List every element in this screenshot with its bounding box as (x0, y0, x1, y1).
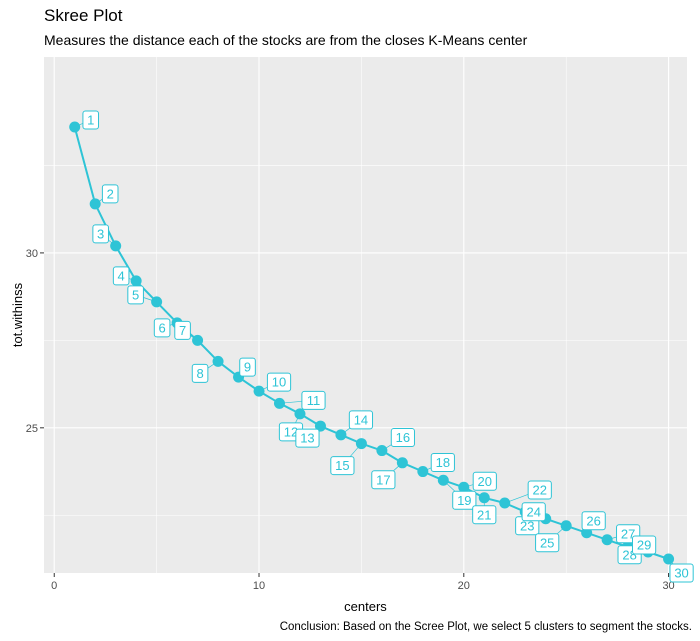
point-label-box (92, 224, 109, 244)
point-label-box (174, 320, 191, 340)
point-label-text: 14 (354, 412, 368, 427)
point-label-text: 25 (540, 535, 554, 550)
point-label-box (330, 456, 355, 476)
point-label-text: 13 (300, 431, 314, 446)
point-label: 25 (535, 533, 560, 553)
point-label: 11 (301, 390, 326, 410)
point-label-text: 5 (132, 287, 139, 302)
point-label-text: 26 (586, 513, 600, 528)
point-label-text: 27 (621, 526, 635, 541)
chart-caption: Conclusion: Based on the Scree Plot, we … (279, 621, 692, 633)
grid-minor (44, 57, 687, 573)
point-label-text: 19 (457, 493, 471, 508)
y-tick-label: 30 (26, 248, 38, 260)
point-label-box (239, 357, 256, 377)
point-label-box (112, 266, 130, 286)
point-label: 23 (515, 516, 540, 536)
axis-ticks: 0 10 20 30 25 30 (26, 248, 675, 592)
point-label-text: 15 (335, 458, 349, 473)
point-label: 7 (174, 320, 191, 340)
point-label-box (266, 372, 292, 392)
point-label-text: 24 (526, 504, 540, 519)
plot-panel (44, 57, 687, 573)
point-label-box (452, 490, 477, 510)
point-label-text: 20 (478, 474, 492, 489)
point-label-box (472, 505, 497, 525)
chart-title: Skree Plot (44, 6, 123, 25)
point-label: 13 (295, 428, 320, 448)
point-label-text: 12 (284, 424, 298, 439)
y-tick-label: 25 (26, 423, 38, 435)
point-label-text: 6 (158, 320, 165, 335)
point-label-box (127, 285, 144, 305)
point-label-box (669, 563, 694, 583)
point-label: 8 (191, 363, 209, 383)
point-label-box (472, 471, 497, 491)
point-label-text: 21 (477, 507, 491, 522)
point-label-text: 9 (244, 360, 251, 375)
point-label-box (301, 390, 326, 410)
point-label-box (581, 511, 606, 531)
point-label-box (348, 410, 374, 430)
point-label-box (631, 535, 657, 555)
point-label-text: 30 (674, 566, 688, 581)
point-label: 22 (527, 480, 552, 500)
point-label: 5 (127, 285, 144, 305)
x-tick-label: 30 (662, 580, 674, 592)
point-label: 30 (669, 563, 694, 583)
point-label-text: 16 (396, 430, 410, 445)
point-label: 21 (472, 505, 497, 525)
point-label: 19 (452, 490, 477, 510)
point-label-box (191, 363, 209, 383)
point-label: 15 (330, 456, 355, 476)
point-label-text: 4 (118, 268, 125, 283)
point-label-box (527, 480, 552, 500)
x-tick-label: 20 (458, 580, 470, 592)
point-label-box (101, 184, 119, 204)
point-label: 20 (472, 471, 497, 491)
point-label: 18 (430, 453, 455, 473)
chart-subtitle: Measures the distance each of the stocks… (44, 32, 528, 48)
point-label-box (371, 470, 396, 490)
point-label-text: 3 (97, 227, 104, 242)
point-label-text: 2 (107, 187, 114, 202)
point-label-box (535, 533, 560, 553)
point-label-box (521, 502, 546, 522)
point-label: 9 (239, 357, 256, 377)
point-label-box (430, 453, 455, 473)
point-label-box (153, 318, 171, 338)
point-label-text: 7 (179, 323, 186, 338)
point-label: 24 (521, 502, 546, 522)
point-label-text: 22 (533, 483, 547, 498)
point-label-text: 18 (436, 455, 450, 470)
point-label-box (295, 428, 320, 448)
point-label: 3 (92, 224, 109, 244)
point-label: 10 (266, 372, 292, 392)
point-label: 16 (390, 428, 415, 448)
point-label-text: 29 (637, 538, 651, 553)
point-label-box (82, 110, 100, 130)
point-label-text: 11 (307, 393, 321, 408)
point-label-text: 1 (87, 113, 94, 128)
point-label: 14 (348, 410, 374, 430)
x-axis-title: centers (344, 599, 387, 614)
point-label-text: 23 (520, 518, 534, 533)
point-label: 2 (101, 184, 119, 204)
point-label: 6 (153, 318, 171, 338)
y-axis-title: tot.withinss (10, 282, 25, 347)
point-label: 17 (371, 470, 396, 490)
point-label-text: 8 (196, 366, 203, 381)
point-label: 29 (631, 535, 657, 555)
point-label: 1 (82, 110, 100, 130)
point-label: 26 (581, 511, 606, 531)
point-label: 4 (112, 266, 130, 286)
point-label-text: 10 (272, 375, 286, 390)
point-label-text: 17 (376, 472, 390, 487)
point-label-box (390, 428, 415, 448)
x-tick-label: 0 (51, 580, 57, 592)
x-tick-label: 10 (253, 580, 265, 592)
